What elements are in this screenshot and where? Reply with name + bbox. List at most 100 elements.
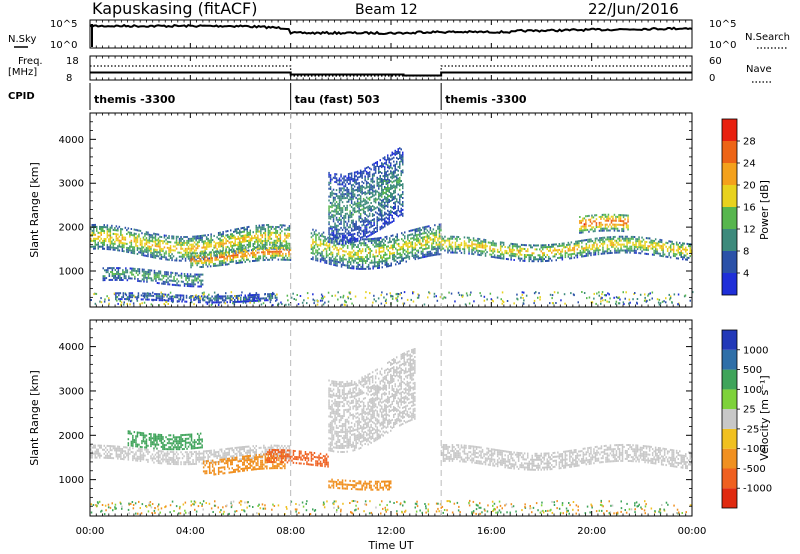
power-cell [181,294,183,297]
power-cell [367,265,370,268]
power-cell [165,252,167,255]
power-cell [564,246,567,249]
power-cell [484,248,487,251]
power-cell [338,219,341,221]
power-cell [461,294,463,297]
power-cell [656,252,658,255]
power-cell [493,248,496,251]
power-cell [217,250,219,253]
power-cell [267,237,270,240]
power-cell [607,225,610,228]
power-cell [235,250,237,253]
power-cell [270,256,272,259]
power-cell [126,279,129,282]
power-cell [364,191,366,194]
power-cell [195,279,198,282]
power-cell [402,183,404,186]
power-cell [660,241,663,244]
power-cell [392,238,394,241]
power-cell [597,249,600,252]
power-cell [199,239,202,241]
power-cell [197,301,200,304]
power-cell [338,242,341,245]
power-cell [551,259,553,262]
power-cell [328,187,330,190]
power-cell [554,247,556,250]
power-cell [174,259,176,262]
power-cell [126,242,128,245]
power-cell [374,207,377,210]
power-cell [548,257,550,260]
power-cell [551,243,553,246]
power-cell [225,248,227,251]
power-cell [373,166,375,169]
power-cell [254,295,256,298]
power-cell [397,179,399,182]
power-cell [344,226,347,229]
power-cell [328,233,330,236]
power-cell [229,297,231,300]
power-cell [636,238,639,241]
power-cell [364,232,366,235]
power-cell [552,255,554,258]
power-cell [450,243,452,246]
power-cell [398,244,400,247]
power-cell [355,220,357,223]
power-cell [426,237,429,240]
power-cell [336,248,338,251]
power-cell [353,240,356,243]
power-cell [263,245,265,248]
power-cell [387,195,389,198]
power-cell [651,239,654,242]
power-cell [237,261,239,264]
power-cell [325,254,328,257]
power-cell [369,248,371,250]
power-cell [352,253,355,256]
power-cell [331,227,333,230]
power-cell [145,292,147,295]
power-cell [176,284,178,287]
power-cell [202,246,205,249]
power-cell [389,253,391,255]
power-cell [379,178,381,181]
power-cell [444,241,446,244]
power-cell [599,241,601,244]
power-cell [184,249,187,252]
power-cell [340,207,342,210]
power-cell [357,261,359,264]
power-cell [438,241,441,244]
power-cell [108,279,111,281]
power-cell [622,228,625,231]
power-cell [429,232,432,235]
power-cell [502,253,505,256]
power-cell [402,161,404,164]
power-cell [377,263,379,265]
power-cell [651,253,654,256]
power-cell [236,295,239,298]
power-cell [106,226,109,229]
power-cell [169,247,172,250]
power-cell [387,188,389,190]
power-cell [233,242,235,245]
power-cell [442,247,445,250]
power-cell [493,244,496,247]
power-cell [513,243,515,246]
power-cell [447,251,449,254]
power-cell [255,236,257,239]
power-cell [618,214,620,216]
power-cell [262,249,265,252]
power-cell [227,230,229,233]
power-cell [207,239,209,242]
power-cell [292,292,294,295]
power-cell [253,299,255,302]
power-cell [230,295,232,298]
power-cell [194,283,196,286]
power-cell [234,295,236,297]
power-cell [186,275,189,278]
power-cell [489,292,492,295]
power-cell [228,235,230,238]
power-cell [108,302,110,305]
power-cell [347,178,350,181]
power-cell [396,235,398,238]
power-cell [264,253,266,256]
